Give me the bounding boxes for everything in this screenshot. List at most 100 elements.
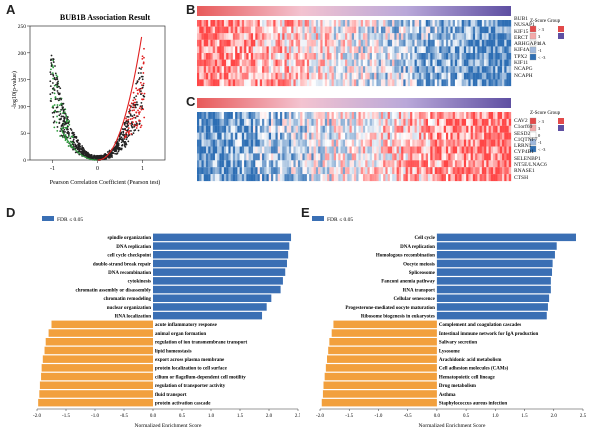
panel-b-heatmap-cell <box>497 59 500 67</box>
panel-c-heatmap-cell <box>324 167 328 175</box>
panel-c-heatmap-cell <box>255 125 258 133</box>
panel-b-heatmap-cell <box>230 39 234 47</box>
panel-c-heatmap-cell <box>262 146 265 154</box>
panel-b-heatmap-cell <box>358 53 361 60</box>
panel-c-heatmap-cell <box>428 125 431 133</box>
panel-c-heatmap-cell <box>217 125 220 133</box>
panel-b-heatmap-cell <box>351 72 355 80</box>
panel-a-point <box>133 114 136 116</box>
panel-c-heatmap-cell <box>297 174 301 182</box>
panel_d-bar-label: DNA recombination <box>108 271 151 276</box>
panel-c-heatmap-cell <box>217 174 220 182</box>
panel-c-heatmap-cell <box>246 146 249 154</box>
panel-a-point <box>133 101 136 104</box>
panel-b-heatmap-cell <box>401 46 404 54</box>
panel-b-heatmap-cell <box>284 33 287 40</box>
panel-c-heatmap-cell <box>226 153 229 161</box>
panel-c-heatmap-cell <box>214 118 218 126</box>
panel-b-heatmap-cell <box>354 20 357 27</box>
panel-c-heatmap-cell <box>470 174 474 182</box>
panel-b-heatmap-cell <box>358 39 361 47</box>
panel-b-heatmap-cell <box>358 33 361 40</box>
panel-b-legend-swatch <box>529 39 537 47</box>
panel-c-heatmap-cell <box>217 160 220 168</box>
panel-a-point <box>138 77 141 79</box>
panel-b-heatmap-cell <box>311 20 314 27</box>
panel-c-heatmap-cell <box>244 174 247 182</box>
panel-b-heatmap-cell <box>275 46 278 54</box>
panel-b-heatmap-cell <box>475 20 478 27</box>
panel-b-heatmap-cell <box>477 59 480 67</box>
panel-c-heatmap-cell <box>291 118 294 126</box>
panel_d-x-tick-label: -0.5 <box>120 414 128 419</box>
panel-c-heatmap-cell <box>309 132 312 140</box>
panel-b-heatmap-cell <box>362 66 366 73</box>
panel-b-heatmap-cell <box>367 20 370 27</box>
panel-b-heatmap-cell <box>385 20 388 27</box>
panel-b-heatmap-cell <box>499 53 503 60</box>
panel-b-heatmap-cell <box>293 79 296 87</box>
panel-c-heatmap-cell <box>416 132 420 140</box>
panel-c-heatmap-cell <box>439 139 442 147</box>
panel-b-heatmap-cell <box>313 46 317 54</box>
panel-b-heatmap-cell <box>293 39 296 47</box>
panel-c-heatmap-cell <box>268 132 272 140</box>
panel-b-heatmap-cell <box>403 33 406 40</box>
panel-b-heatmap-cell <box>481 26 485 34</box>
panel-c-heatmap-cell <box>282 146 285 154</box>
panel-c-heatmap-cell <box>499 132 503 140</box>
panel-c-heatmap-cell <box>297 132 301 140</box>
panel-c-heatmap-cell <box>246 118 249 126</box>
panel-b-heatmap-cell <box>277 46 281 54</box>
panel-c-heatmap-cell <box>396 112 400 119</box>
panel_e-x-tick-label: 2.0 <box>551 414 558 419</box>
panel-b-heatmap-cell <box>504 33 507 40</box>
panel-c-heatmap-cell <box>452 139 456 147</box>
panel-b-heatmap-cell <box>327 59 330 67</box>
panel-b-heatmap-cell <box>502 46 505 54</box>
panel-b-heatmap-cell <box>398 59 402 67</box>
panel-b-heatmap-cell <box>306 53 310 60</box>
panel-c-heatmap-cell <box>421 118 424 126</box>
panel_e-bar-label: Intestinal immune network for IgA produc… <box>439 332 539 337</box>
panel-c-heatmap-cell <box>371 132 375 140</box>
panel-c-heatmap-cell <box>369 160 373 168</box>
panel-b-heatmap-cell <box>221 53 225 60</box>
panel-b-heatmap-cell <box>300 79 303 87</box>
panel-c-heatmap-cell <box>445 167 449 175</box>
panel-c-heatmap-cell <box>266 153 269 161</box>
panel-c-heatmap-cell <box>246 132 249 140</box>
panel-c-heatmap-cell <box>230 160 234 168</box>
panel-c-heatmap-cell <box>416 174 420 182</box>
panel-b-heatmap-cell <box>309 53 312 60</box>
panel-c-heatmap-cell <box>403 125 406 133</box>
panel-b-heatmap-cell <box>203 59 207 67</box>
panel-c-heatmap-cell <box>293 139 296 147</box>
panel-c-heatmap-cell <box>333 112 337 119</box>
panel-c-heatmap-cell <box>345 139 348 147</box>
panel-c-heatmap-cell <box>398 160 402 168</box>
panel-c-heatmap-cell <box>253 160 256 168</box>
panel-b-heatmap-cell <box>315 20 319 27</box>
panel-c-heatmap-cell <box>259 118 263 126</box>
panel-c-heatmap-cell <box>354 153 357 161</box>
panel-b-heatmap-cell <box>302 66 305 73</box>
panel-b-heatmap-cell <box>351 33 355 40</box>
panel-c-heatmap-cell <box>329 174 332 182</box>
panel-b-heatmap-cell <box>295 26 299 34</box>
panel-b-heatmap-cell <box>333 39 337 47</box>
panel-b-heatmap-cell <box>493 59 496 67</box>
panel-c-heatmap-cell <box>407 125 411 133</box>
panel-b-heatmap-cell <box>479 26 482 34</box>
panel-b-heatmap-cell <box>338 39 341 47</box>
panel-c-heatmap-cell <box>358 139 361 147</box>
panel_d-bar-label: protein localization to cell surface <box>155 367 228 372</box>
panel-b-heatmap-cell <box>387 66 391 73</box>
panel-b-heatmap-cell <box>318 59 321 67</box>
panel-c-heatmap-cell <box>385 132 388 140</box>
panel-b-heatmap-cell <box>461 20 465 27</box>
panel-c-heatmap-cell <box>367 132 370 140</box>
panel-b-heatmap-cell <box>219 53 222 60</box>
panel-b-heatmap-cell <box>208 79 211 87</box>
panel-c-heatmap-cell <box>241 174 245 182</box>
